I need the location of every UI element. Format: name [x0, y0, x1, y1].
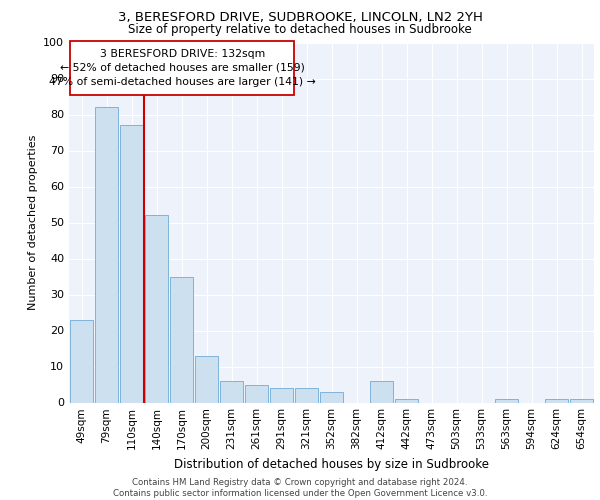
- FancyBboxPatch shape: [70, 40, 294, 94]
- Bar: [194, 356, 218, 403]
- Bar: [295, 388, 319, 402]
- Bar: [70, 320, 94, 402]
- Bar: [170, 276, 193, 402]
- Text: Size of property relative to detached houses in Sudbrooke: Size of property relative to detached ho…: [128, 22, 472, 36]
- Text: Contains HM Land Registry data © Crown copyright and database right 2024.
Contai: Contains HM Land Registry data © Crown c…: [113, 478, 487, 498]
- Bar: [220, 381, 244, 402]
- Bar: [370, 381, 394, 402]
- Bar: [320, 392, 343, 402]
- Bar: [95, 108, 118, 403]
- Bar: [145, 216, 169, 402]
- Text: 3, BERESFORD DRIVE, SUDBROOKE, LINCOLN, LN2 2YH: 3, BERESFORD DRIVE, SUDBROOKE, LINCOLN, …: [118, 11, 482, 24]
- Bar: [245, 384, 268, 402]
- Bar: [545, 399, 568, 402]
- Bar: [269, 388, 293, 402]
- Y-axis label: Number of detached properties: Number of detached properties: [28, 135, 38, 310]
- X-axis label: Distribution of detached houses by size in Sudbrooke: Distribution of detached houses by size …: [174, 458, 489, 471]
- Bar: [569, 399, 593, 402]
- Bar: [395, 399, 418, 402]
- Bar: [494, 399, 518, 402]
- Bar: [119, 126, 143, 402]
- Text: 3 BERESFORD DRIVE: 132sqm
← 52% of detached houses are smaller (159)
47% of semi: 3 BERESFORD DRIVE: 132sqm ← 52% of detac…: [49, 48, 316, 86]
